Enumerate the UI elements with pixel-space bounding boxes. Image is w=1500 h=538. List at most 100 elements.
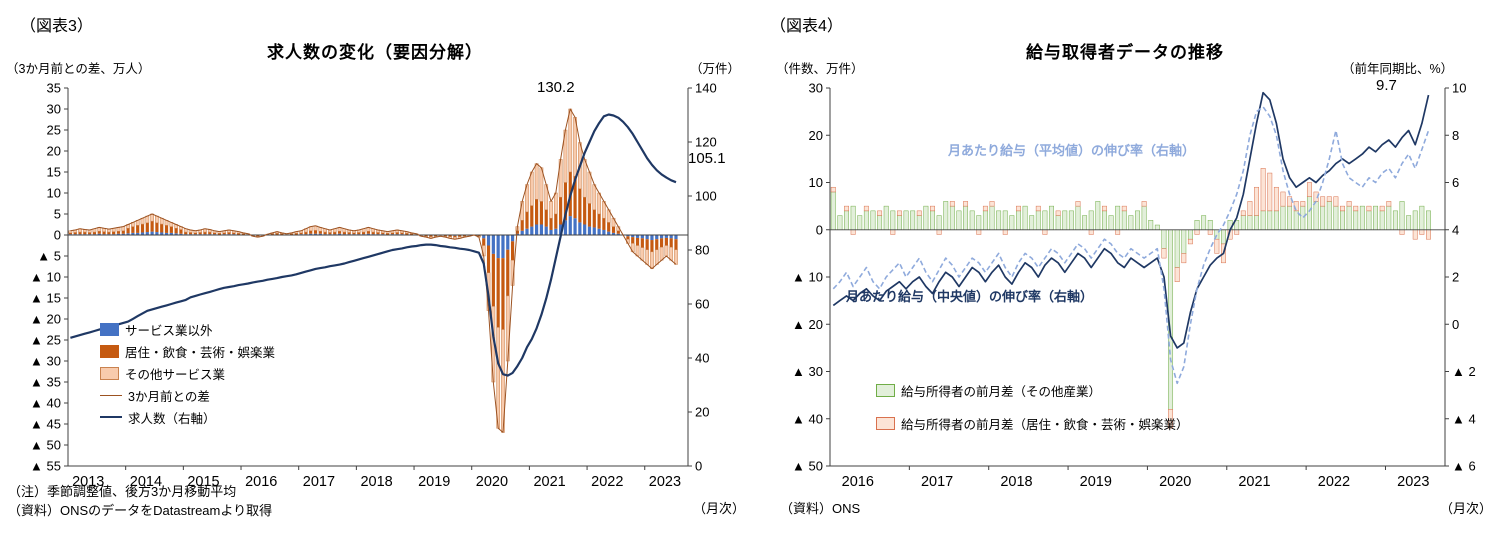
x-tick-label: 2021 [533, 474, 565, 490]
bar-hospitality_arts [241, 233, 246, 235]
left-tick-label: 20 [809, 128, 823, 143]
bar-payroll_other_industries [890, 210, 896, 231]
bar-non_service [592, 227, 596, 235]
bar-payroll_other_industries [1055, 215, 1061, 231]
bar-payroll_other_industries [976, 215, 982, 231]
bar-payroll_other_industries [1101, 210, 1107, 231]
bar-payroll_hospitality_arts [1002, 229, 1008, 235]
bar-hospitality_arts [616, 230, 620, 234]
bar-payroll_hospitality_arts [1379, 205, 1385, 212]
bar-hospitality_arts [174, 228, 178, 234]
bar-other_services [553, 192, 558, 215]
bar-hospitality_arts [203, 232, 207, 235]
figure-3-title: 求人数の変化（要因分解） [267, 43, 483, 62]
legend-item-hospitality_arts: 居住・飲食・芸術・娯楽業 [100, 340, 275, 362]
right-tick-label: 10 [1452, 81, 1466, 96]
right-tick-label: 80 [695, 243, 709, 258]
bar-payroll_other_industries [1154, 224, 1160, 230]
bar-payroll_other_industries [956, 210, 962, 231]
fig4-left-axis-unit: （件数、万件） [776, 62, 864, 76]
bar-payroll_other_industries [1333, 205, 1339, 231]
legend-item-non_service: サービス業以外 [100, 318, 275, 340]
bar-payroll_other_industries [1148, 220, 1154, 231]
bar-payroll_hospitality_arts [949, 201, 955, 207]
right-tick-label: 60 [695, 297, 709, 312]
right-tick-label: 8 [1452, 128, 1459, 143]
fig3-left-axis-unit: （3か月前との差、万人） [6, 62, 151, 76]
bar-hospitality_arts [544, 209, 548, 227]
bar-hospitality_arts [208, 232, 212, 235]
bar-non_service [116, 233, 121, 235]
bar-hospitality_arts [482, 238, 486, 246]
left-tick-label: ▲ 40 [792, 411, 823, 426]
bar-non_service [164, 232, 169, 235]
bar-payroll_hospitality_arts [1075, 201, 1081, 207]
bar-payroll_hospitality_arts [850, 229, 856, 235]
bar-non_service [140, 232, 145, 235]
left-tick-label: ▲ 20 [792, 317, 823, 332]
bar-hospitality_arts [179, 229, 183, 234]
bar-non_service [559, 224, 563, 235]
x-tick-label: 2016 [842, 474, 874, 490]
bar-hospitality_arts [506, 249, 510, 296]
legend-line-diff_3m [100, 394, 122, 396]
figure-4-title: 給与取得者データの推移 [1026, 43, 1224, 62]
bar-hospitality_arts [453, 235, 457, 238]
bar-hospitality_arts [631, 237, 635, 244]
bar-hospitality_arts [309, 230, 313, 234]
bar-payroll_hospitality_arts [1419, 229, 1425, 235]
bar-payroll_hospitality_arts [1194, 229, 1200, 235]
bar-hospitality_arts [237, 233, 241, 235]
right-tick-label: 140 [695, 81, 717, 96]
bar-payroll_hospitality_arts [1247, 201, 1253, 216]
fig3-right-axis-unit: （万件） [690, 62, 741, 76]
bar-hospitality_arts [674, 239, 678, 250]
bar-payroll_other_industries [996, 210, 1002, 231]
bar-non_service [626, 235, 630, 237]
fig3-latest-value-label: 105.1 [688, 150, 726, 167]
bar-hospitality_arts [535, 199, 539, 225]
bar-payroll_hospitality_arts [1300, 201, 1306, 207]
bar-payroll_other_industries [1247, 215, 1253, 231]
bar-hospitality_arts [510, 241, 515, 261]
figure-4-tag: （図表4） [770, 18, 843, 35]
bar-hospitality_arts [328, 232, 332, 235]
left-tick-label: ▲ 5 [37, 249, 61, 264]
bar-hospitality_arts [116, 231, 121, 234]
bar-payroll_hospitality_arts [863, 205, 869, 212]
bar-other_services [674, 249, 678, 265]
bar-hospitality_arts [578, 188, 582, 223]
bar-hospitality_arts [126, 228, 130, 234]
bar-non_service [486, 235, 491, 246]
bar-hospitality_arts [188, 232, 193, 235]
bar-payroll_other_industries [1121, 210, 1127, 231]
bar-payroll_hospitality_arts [930, 205, 935, 212]
bar-payroll_other_industries [903, 210, 909, 231]
bar-payroll_other_industries [1320, 205, 1326, 231]
bar-payroll_other_industries [1373, 205, 1379, 231]
bar-hospitality_arts [169, 226, 173, 233]
legend-item-diff_3m: 3か月前との差 [100, 384, 275, 406]
x-tick-label: 2022 [591, 474, 623, 490]
bar-hospitality_arts [602, 218, 606, 230]
legend-item-other_services: その他サービス業 [100, 362, 275, 384]
bar-hospitality_arts [256, 235, 260, 237]
bar-non_service [131, 232, 135, 235]
legend-swatch-hospitality_arts [100, 344, 119, 358]
bar-non_service [635, 235, 640, 238]
bar-hospitality_arts [424, 235, 428, 237]
bar-hospitality_arts [352, 232, 356, 235]
fig4-legend: 給与所得者の前月差（その他産業） 給与所得者の前月差（居住・飲食・芸術・娯楽業） [876, 380, 1189, 446]
line-vacancies [70, 113, 677, 377]
x-tick-label: 2019 [1080, 474, 1112, 490]
bar-non_service [535, 224, 539, 235]
bar-payroll_other_industries [1002, 210, 1008, 231]
legend-label: サービス業以外 [125, 323, 213, 338]
bar-non_service [160, 232, 164, 235]
bar-other_services [534, 163, 539, 200]
bar-hospitality_arts [131, 226, 135, 233]
figure-3-panel: （図表3） 求人数の変化（要因分解） （3か月前との差、万人） （万件） 35 3… [6, 18, 745, 518]
bar-non_service [496, 235, 500, 259]
bar-other_services [529, 171, 534, 206]
bar-payroll_hospitality_arts [1055, 210, 1061, 216]
